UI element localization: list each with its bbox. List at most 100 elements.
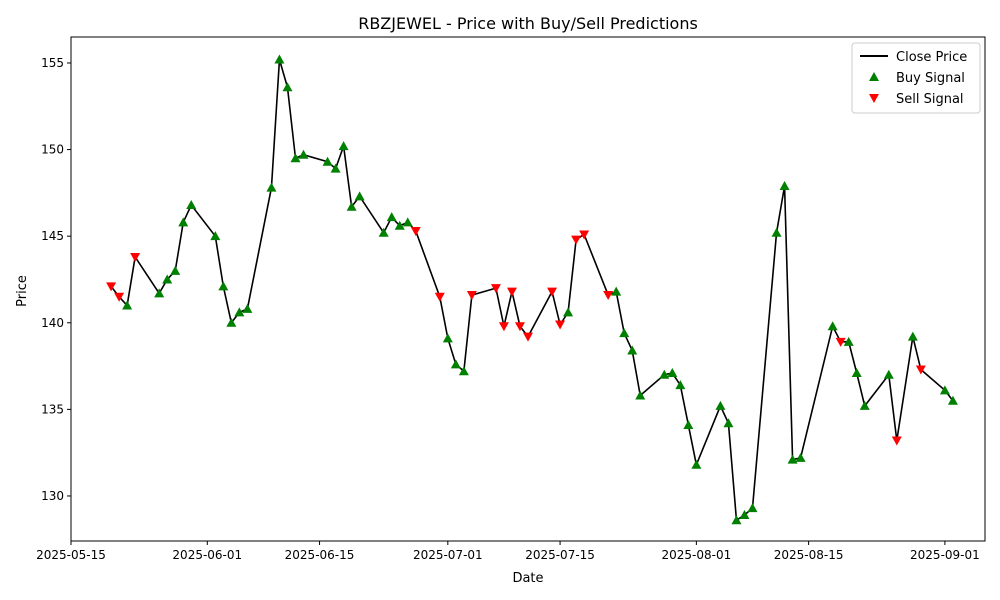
buy-signal-marker [907, 331, 918, 341]
buy-signal-marker [939, 385, 950, 395]
buy-signal-marker [178, 217, 189, 227]
sell-signal-marker [130, 252, 141, 262]
legend-buy-label: Buy Signal [896, 71, 965, 86]
x-tick-label: 2025-07-15 [525, 548, 595, 562]
x-axis-label: Date [512, 571, 543, 586]
legend-buy-marker [869, 72, 879, 81]
buy-signal-marker [611, 286, 622, 296]
sell-signal-marker [514, 322, 525, 332]
y-tick-label: 150 [41, 143, 64, 157]
legend-sell-marker [869, 94, 879, 103]
x-tick-label: 2025-07-01 [413, 548, 483, 562]
buy-signal-marker [274, 54, 285, 64]
y-tick-label: 155 [41, 56, 64, 70]
y-tick-label: 140 [41, 316, 64, 330]
buy-signal-marker [859, 400, 870, 410]
buy-signal-marker [715, 400, 726, 410]
y-tick-label: 130 [41, 489, 64, 503]
buy-signal-marker [771, 227, 782, 237]
buy-signal-marker [851, 368, 862, 377]
buy-signal-marker [122, 300, 133, 310]
sell-signal-marker [114, 292, 125, 302]
buy-signal-marker [683, 419, 694, 429]
buy-signal-marker [242, 303, 253, 313]
buy-signal-marker [386, 212, 397, 222]
buy-signal-marker [154, 288, 165, 298]
chart-title: RBZJEWEL - Price with Buy/Sell Predictio… [358, 14, 698, 33]
buy-signal-marker [234, 307, 245, 317]
buy-signal-marker [322, 156, 333, 166]
y-axis: 130 135 140 145 150 155 [41, 56, 71, 503]
x-tick-label: 2025-08-15 [774, 548, 844, 562]
x-tick-label: 2025-06-01 [172, 548, 242, 562]
sell-signal-marker [915, 365, 926, 375]
sell-signal-marker [579, 230, 590, 240]
buy-signal-marker [675, 380, 686, 390]
buy-signal-marker [843, 336, 854, 346]
x-axis: 2025-05-15 2025-06-01 2025-06-15 2025-07-01… [36, 541, 980, 562]
sell-signal-marker [506, 287, 517, 297]
buy-signal-marker [458, 366, 469, 376]
buy-signal-marker [747, 503, 758, 513]
buy-signal-marker [659, 369, 670, 379]
buy-signal-marker [282, 82, 293, 92]
buy-signal-marker [346, 201, 357, 211]
buy-signal-marker [739, 510, 750, 520]
buy-signal-marker [691, 459, 702, 469]
buy-signal-marker [450, 359, 461, 369]
buy-signal-marker [402, 217, 413, 227]
buy-signal-marker [619, 328, 630, 338]
buy-signal-marker [210, 231, 221, 241]
buy-signal-marker [442, 333, 453, 343]
plot-frame [70, 36, 986, 542]
buy-signal-marker [298, 149, 309, 159]
buy-signal-marker [779, 180, 790, 190]
buy-signal-marker [563, 307, 574, 317]
sell-signal-marker [106, 282, 117, 292]
buy-signal-marker [338, 141, 349, 151]
close-price-line [110, 59, 954, 522]
x-tick-label: 2025-08-01 [661, 548, 731, 562]
sell-signal-marker [603, 291, 614, 301]
sell-signal-marker [835, 337, 846, 347]
sell-signal-marker [490, 284, 501, 294]
sell-signal-marker [547, 287, 558, 297]
sell-signal-marker [555, 320, 566, 330]
buy-signal-marker [290, 153, 301, 163]
buy-signal-marker [394, 220, 405, 230]
buy-signal-marker [827, 321, 838, 331]
y-tick-label: 135 [41, 402, 64, 416]
buy-signal-marker [170, 265, 181, 275]
legend-box [851, 42, 981, 114]
sell-signal-marker [891, 436, 902, 446]
buy-signal-marker [378, 227, 389, 237]
buy-signal-marker [627, 345, 638, 355]
x-tick-label: 2025-09-01 [910, 548, 980, 562]
legend: Close Price Buy Signal Sell Signal [851, 42, 981, 114]
sell-signal-marker [571, 235, 582, 245]
buy-signal-marker [266, 182, 277, 192]
buy-signal-marker [354, 191, 365, 201]
buy-signal-marker [226, 317, 237, 327]
buy-signal-marker [883, 369, 894, 379]
buy-signal-marker [218, 281, 229, 291]
buy-signal-marker [787, 454, 798, 464]
buy-signal-marker [723, 418, 734, 428]
x-tick-label: 2025-06-15 [285, 548, 355, 562]
buy-signal-marker [330, 163, 341, 173]
sell-signal-marker [410, 226, 421, 236]
y-tick-label: 145 [41, 229, 64, 243]
sell-signal-marker [523, 332, 533, 342]
legend-close-label: Close Price [896, 50, 967, 65]
buy-signal-marker [635, 390, 646, 400]
buy-signal-marker [667, 368, 678, 377]
sell-signal-marker [434, 292, 445, 302]
buy-signal-marker [731, 515, 742, 525]
sell-signal-marker [466, 291, 477, 301]
buy-signal-marker [947, 395, 958, 405]
buy-signal-marker [162, 274, 173, 284]
x-tick-label: 2025-05-15 [36, 548, 106, 562]
legend-sell-label: Sell Signal [896, 92, 964, 107]
buy-signal-marker [795, 452, 806, 462]
